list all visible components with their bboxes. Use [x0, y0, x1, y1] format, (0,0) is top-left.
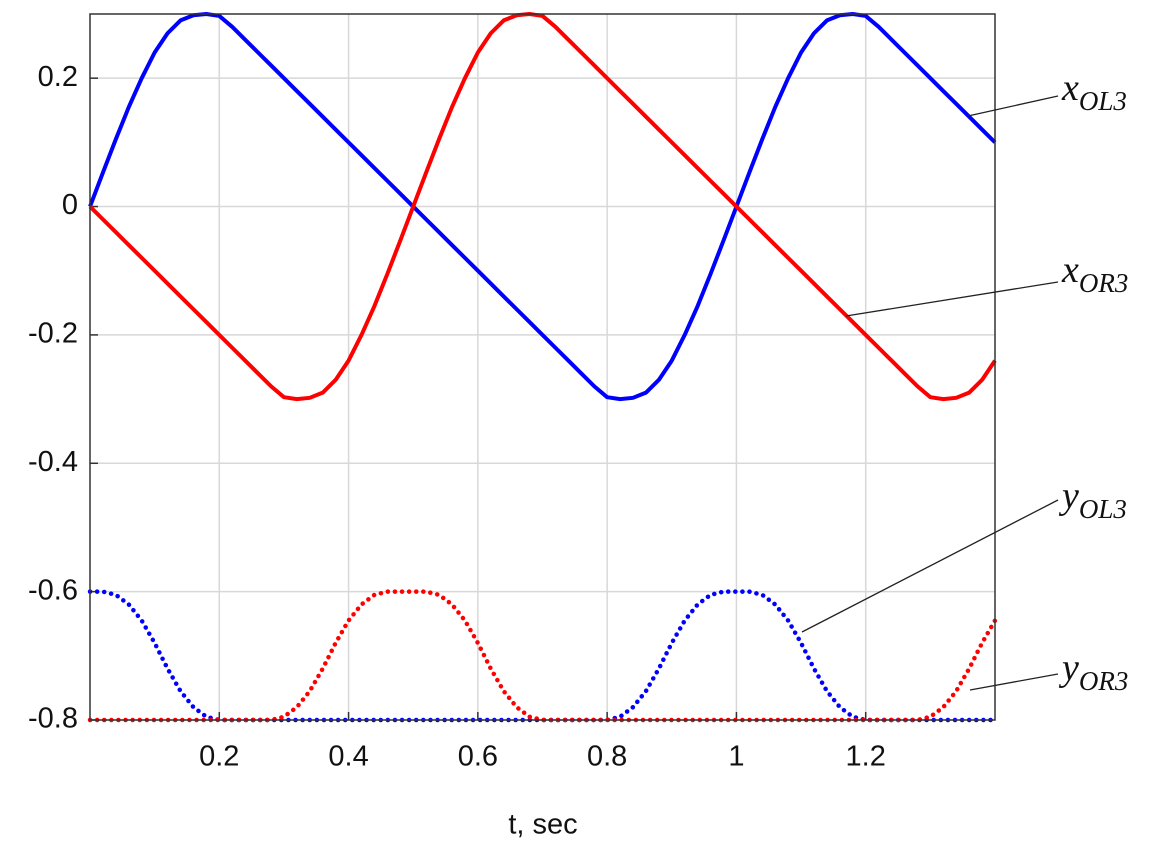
- x-axis-label: t, sec: [508, 809, 577, 841]
- series-label-symbol: y: [1058, 475, 1079, 517]
- x-tick-label: 1: [728, 741, 744, 773]
- series-line: [88, 12, 997, 402]
- x-tick-label: 0.4: [328, 741, 368, 773]
- y-tick-label: 0.2: [38, 61, 78, 93]
- leader-line: [967, 95, 1059, 117]
- series-label: xOR3: [1061, 249, 1128, 298]
- x-tick-label: 1.2: [846, 741, 886, 773]
- y-tick-label: -0.2: [28, 318, 78, 350]
- x-tick-label: 0.6: [458, 741, 498, 773]
- series-label: xOL3: [1061, 67, 1127, 116]
- series-label-symbol: x: [1061, 67, 1079, 109]
- x-tick-label: 0.2: [199, 741, 239, 773]
- y-tick-label: 0: [62, 189, 78, 221]
- y-tick-label: -0.4: [28, 446, 78, 478]
- series-label-subscript: OR3: [1079, 666, 1129, 696]
- series-label-subscript: OR3: [1079, 268, 1129, 298]
- plot-area: [90, 14, 995, 720]
- x-tick-label: 0.8: [587, 741, 627, 773]
- series-label-symbol: y: [1058, 647, 1079, 689]
- plot-frame: [89, 13, 996, 721]
- series-label-symbol: x: [1061, 249, 1079, 291]
- series-label: yOL3: [1058, 475, 1127, 524]
- leader-line: [845, 281, 1059, 317]
- leader-line: [969, 673, 1059, 691]
- y-tick-label: -0.6: [28, 574, 78, 606]
- series-label-subscript: OL3: [1079, 86, 1127, 116]
- series-label: yOR3: [1058, 647, 1128, 696]
- series-label-subscript: OL3: [1079, 494, 1127, 524]
- leader-line: [801, 499, 1059, 633]
- y-tick-label: -0.8: [28, 703, 78, 735]
- series-line: [88, 12, 997, 402]
